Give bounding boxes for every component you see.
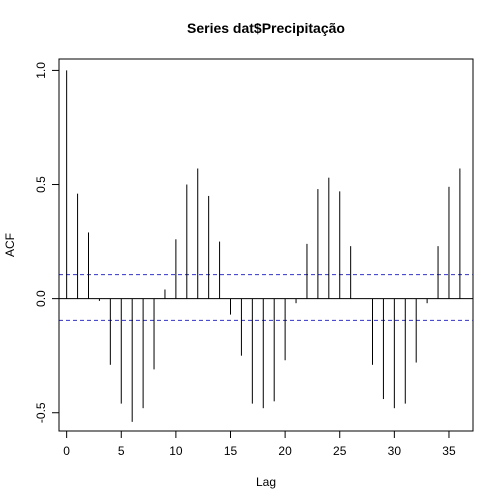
acf-bars bbox=[66, 70, 461, 422]
x-tick-label: 0 bbox=[63, 444, 70, 458]
x-tick-label: 10 bbox=[169, 444, 183, 458]
x-tick-label: 15 bbox=[224, 444, 238, 458]
y-axis: -0.5 0.0 0.5 1.0 bbox=[34, 62, 60, 423]
x-tick-label: 20 bbox=[278, 444, 292, 458]
y-tick-label: -0.5 bbox=[34, 402, 48, 423]
x-axis: 0 5 10 15 20 25 30 35 bbox=[63, 430, 456, 458]
confidence-bounds bbox=[59, 274, 473, 321]
x-tick-label: 30 bbox=[388, 444, 402, 458]
x-tick-label: 35 bbox=[442, 444, 456, 458]
y-tick-label: 1.0 bbox=[34, 62, 48, 79]
y-tick-label: 0.5 bbox=[34, 176, 48, 193]
x-tick-label: 5 bbox=[118, 444, 125, 458]
x-tick-label: 25 bbox=[333, 444, 347, 458]
y-tick-label: 0.0 bbox=[34, 290, 48, 307]
x-axis-label: Lag bbox=[256, 475, 276, 489]
chart-title: Series dat$Precipitação bbox=[187, 20, 345, 36]
y-axis-label: ACF bbox=[3, 233, 17, 257]
